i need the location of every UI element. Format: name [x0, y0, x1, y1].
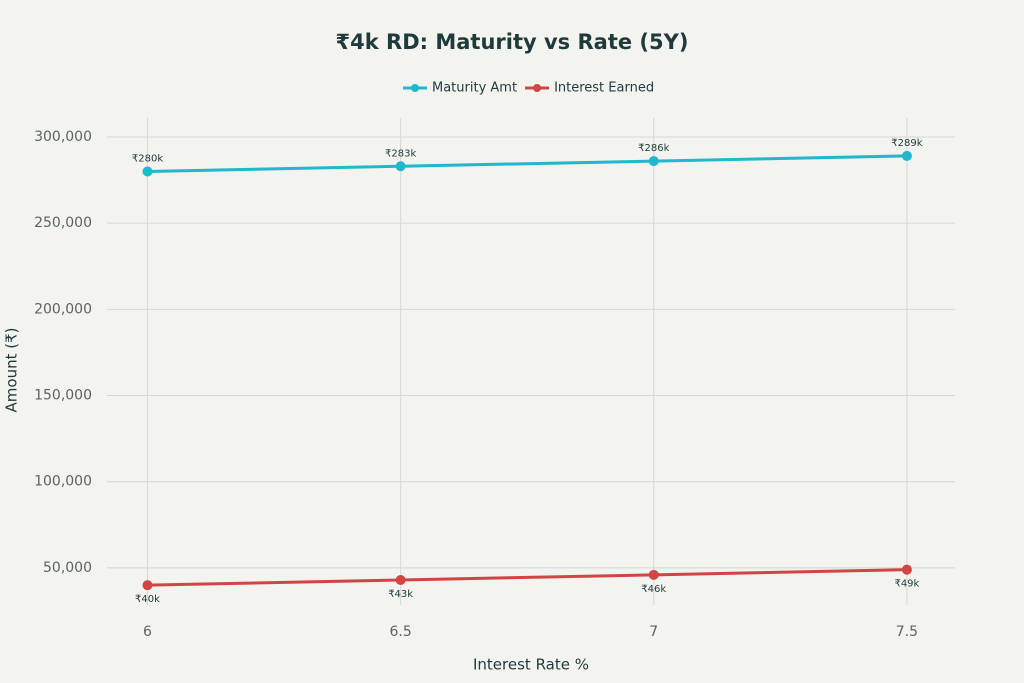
y-axis-label: Amount (₹): [3, 328, 21, 413]
x-tick-label: 7: [649, 624, 658, 640]
data-label: ₹283k: [385, 148, 416, 159]
x-axis-label: Interest Rate %: [473, 656, 589, 674]
series-line: [147, 568, 907, 587]
x-tick-label: 6.5: [390, 624, 412, 640]
legend-label: Maturity Amt: [432, 81, 517, 96]
data-label: ₹46k: [641, 584, 666, 595]
data-point: [648, 156, 659, 167]
data-label: ₹280k: [132, 153, 163, 164]
data-point: [395, 575, 406, 586]
y-tick-label: 200,000: [34, 301, 92, 317]
chart-title: ₹4k RD: Maturity vs Rate (5Y): [336, 30, 689, 54]
data-point: [395, 161, 406, 172]
y-tick-label: 300,000: [34, 129, 92, 145]
y-tick-label: 150,000: [34, 388, 92, 404]
legend-label: Interest Earned: [554, 81, 654, 96]
data-label: ₹43k: [388, 589, 413, 600]
x-tick-label: 6: [143, 624, 152, 640]
legend-marker: [533, 84, 542, 92]
data-point: [648, 569, 659, 580]
data-point: [142, 580, 153, 591]
y-tick-label: 100,000: [34, 474, 92, 490]
data-label: ₹40k: [135, 594, 160, 605]
data-label: ₹49k: [894, 579, 919, 590]
data-point: [901, 564, 912, 575]
series-line: [147, 154, 907, 173]
data-point: [142, 166, 153, 177]
data-point: [901, 150, 912, 161]
data-label: ₹289k: [891, 138, 922, 149]
legend: Maturity Amt Interest Earned: [403, 81, 654, 96]
data-label: ₹286k: [638, 143, 669, 154]
y-tick-label: 50,000: [43, 560, 92, 576]
legend-marker: [411, 84, 419, 92]
x-tick-label: 7.5: [896, 624, 918, 640]
y-tick-label: 250,000: [34, 215, 92, 231]
